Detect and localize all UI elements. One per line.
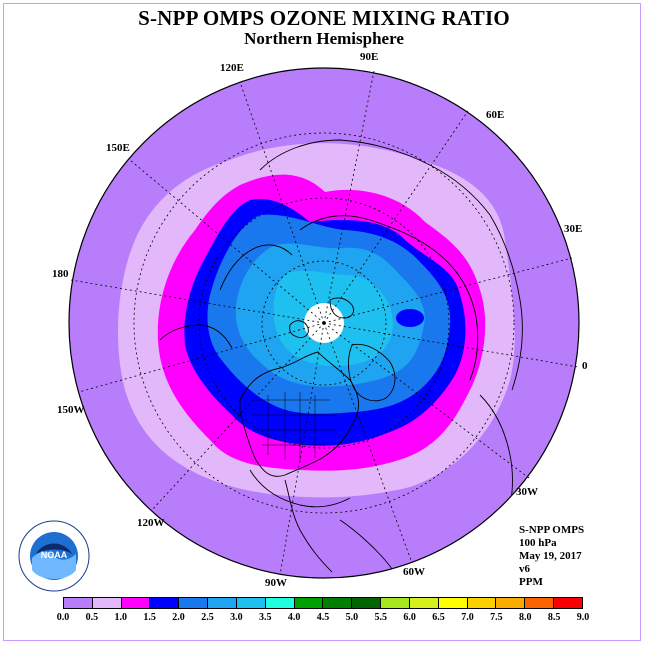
colorbar-tick-label: 6.5	[432, 612, 445, 623]
colorbar-tick-label: 8.5	[547, 612, 561, 623]
colorbar-tick-label: 8.0	[518, 612, 532, 623]
map-boundary	[68, 67, 580, 579]
map-subtitle: Northern Hemisphere	[244, 29, 404, 48]
colorbar-tick-label: 2.5	[201, 612, 214, 623]
colorbar-tick-label: 4.5	[316, 612, 330, 623]
lon-label-60w: 60W	[403, 566, 425, 578]
info-version: v6	[519, 563, 530, 575]
colorbar-segment	[525, 598, 555, 608]
colorbar-tick-label: 5.0	[345, 612, 359, 623]
colorbar-tick-label: 0.0	[56, 612, 70, 623]
colorbar-tick-label: 4.0	[287, 612, 301, 623]
colorbar-segment	[208, 598, 237, 608]
colorbar-tick-label: 7.5	[490, 612, 503, 623]
lon-label-30e: 30E	[564, 223, 583, 235]
lon-label-0: 0	[582, 360, 588, 372]
colorbar-tick-label: 6.0	[403, 612, 416, 623]
info-level: 100 hPa	[519, 537, 557, 549]
colorbar-tick-label: 0.5	[85, 612, 99, 623]
lon-label-150e: 150E	[106, 142, 130, 154]
colorbar-tick-label: 2.0	[172, 612, 185, 623]
noaa-logo: NOAA	[18, 520, 90, 592]
colorbar-segment	[381, 598, 410, 608]
colorbar-segment	[236, 598, 266, 608]
info-units: PPM	[519, 576, 543, 588]
colorbar-tick-label: 3.5	[258, 612, 272, 623]
us-state-borders	[252, 392, 338, 462]
colorbar-tick-label: 3.0	[230, 612, 243, 623]
figure-frame	[3, 3, 641, 641]
lon-label-30w: 30W	[516, 486, 538, 498]
colorbar-segment	[438, 598, 468, 608]
colorbar-segment	[64, 598, 93, 608]
info-date: May 19, 2017	[519, 550, 582, 562]
colorbar-segment	[179, 598, 209, 608]
colorbar-tick-label: 7.0	[461, 612, 474, 623]
colorbar-segment	[150, 598, 180, 608]
colorbar-segment	[496, 598, 526, 608]
colorbar-segment	[409, 598, 439, 608]
colorbar-segment	[323, 598, 353, 608]
lon-label-60e: 60E	[486, 109, 505, 121]
colorbar-tick-label: 1.5	[143, 612, 156, 623]
info-instrument: S-NPP OMPS	[519, 524, 585, 536]
logo-wordmark: NOAA	[41, 550, 68, 560]
colorbar-tick-label: 9.0	[576, 612, 590, 623]
lon-label-180: 180	[52, 268, 69, 280]
colorbar-segment	[265, 598, 295, 608]
colorbar-tick-label: 5.5	[374, 612, 388, 623]
colorbar-segment	[467, 598, 497, 608]
lon-label-120w: 120W	[137, 517, 165, 529]
colorbar	[63, 597, 583, 609]
lon-label-90e: 90E	[360, 51, 379, 63]
lon-label-150w: 150W	[57, 404, 85, 416]
map-title: S-NPP OMPS OZONE MIXING RATIO	[138, 6, 510, 30]
lon-label-90w: 90W	[265, 577, 287, 589]
graticule	[70, 70, 579, 576]
lon-label-120e: 120E	[220, 62, 244, 74]
colorbar-segment	[554, 598, 582, 608]
colorbar-segment	[352, 598, 382, 608]
info-block: S-NPP OMPS 100 hPa May 19, 2017 v6 PPM	[519, 524, 584, 589]
colorbar-tick-label: 1.0	[114, 612, 128, 623]
colorbar-segment	[294, 598, 324, 608]
colorbar-segment	[121, 598, 151, 608]
patch-blue-europe	[396, 309, 424, 327]
colorbar-segment	[92, 598, 122, 608]
